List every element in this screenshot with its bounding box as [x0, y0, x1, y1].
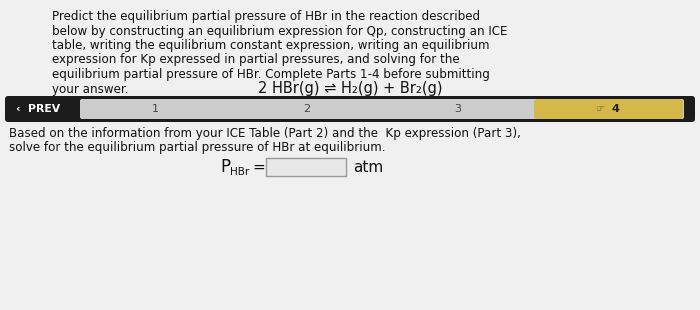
Text: atm: atm — [353, 160, 384, 175]
Text: ☞: ☞ — [595, 104, 604, 114]
Text: solve for the equilibrium partial pressure of HBr at equilibrium.: solve for the equilibrium partial pressu… — [9, 141, 386, 154]
Text: 2: 2 — [303, 104, 310, 114]
Text: equilibrium partial pressure of HBr. Complete Parts 1-4 before submitting: equilibrium partial pressure of HBr. Com… — [52, 68, 490, 81]
Text: your answer.: your answer. — [52, 82, 129, 95]
FancyBboxPatch shape — [534, 99, 683, 119]
Text: 1: 1 — [152, 104, 159, 114]
Text: Based on the information from your ICE Table (Part 2) and the  Kp expression (Pa: Based on the information from your ICE T… — [9, 127, 521, 140]
Text: table, writing the equilibrium constant expression, writing an equilibrium: table, writing the equilibrium constant … — [52, 39, 489, 52]
Text: 2 HBr(g) ⇌ H₂(g) + Br₂(g): 2 HBr(g) ⇌ H₂(g) + Br₂(g) — [258, 81, 442, 95]
FancyBboxPatch shape — [5, 96, 695, 122]
Text: ‹  PREV: ‹ PREV — [16, 104, 60, 114]
FancyBboxPatch shape — [266, 158, 346, 176]
Text: below by constructing an equilibrium expression for Qp, constructing an ICE: below by constructing an equilibrium exp… — [52, 24, 508, 38]
Text: 3: 3 — [454, 104, 461, 114]
Text: =: = — [252, 160, 265, 175]
Text: P: P — [220, 158, 230, 176]
FancyBboxPatch shape — [80, 99, 684, 119]
Text: HBr: HBr — [230, 167, 249, 177]
Text: Predict the equilibrium partial pressure of HBr in the reaction described: Predict the equilibrium partial pressure… — [52, 10, 480, 23]
Text: expression for Kp expressed in partial pressures, and solving for the: expression for Kp expressed in partial p… — [52, 54, 460, 67]
Text: 4: 4 — [612, 104, 620, 114]
